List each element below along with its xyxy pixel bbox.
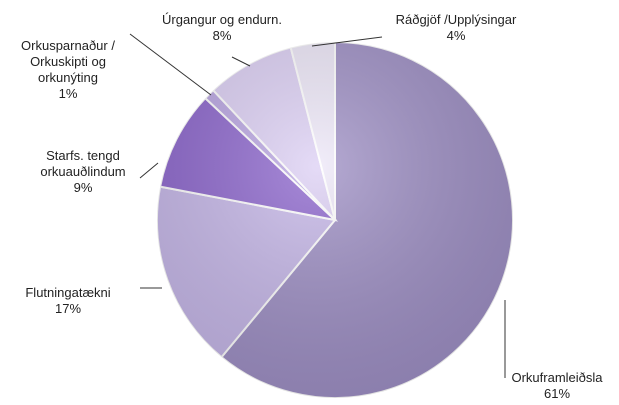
slice-label: Flutningatækni 17%: [3, 285, 133, 317]
slice-label: Ráðgjöf /Upplýsingar 4%: [371, 12, 541, 44]
slice-label: Úrgangur og endurn. 8%: [142, 12, 302, 44]
leader-line: [231, 56, 251, 67]
value-label: 61%: [543, 386, 571, 401]
slice-label: Orkusparnaður / Orkuskipti og orkunýting…: [12, 38, 124, 102]
category-name: Flutningatækni: [25, 285, 111, 300]
value-label: 8%: [212, 28, 232, 43]
value-label: 1%: [58, 86, 78, 101]
category-name: Starfs. tengd orkuauðlindum: [40, 148, 126, 179]
category-name: Úrgangur og endurn.: [162, 12, 282, 27]
slice-label: Starfs. tengd orkuauðlindum 9%: [33, 148, 133, 196]
leader-line: [311, 36, 383, 47]
leader-line: [139, 162, 159, 179]
slice-label: Orkuframleiðsla 61%: [492, 370, 619, 402]
category-name: Orkusparnaður / Orkuskipti og orkunýting: [21, 38, 115, 85]
category-name: Orkuframleiðsla: [511, 370, 603, 385]
leader-line: [129, 33, 212, 96]
value-label: 9%: [73, 180, 93, 195]
category-name: Ráðgjöf /Upplýsingar: [395, 12, 517, 27]
value-label: 4%: [446, 28, 466, 43]
value-label: 17%: [54, 301, 82, 316]
